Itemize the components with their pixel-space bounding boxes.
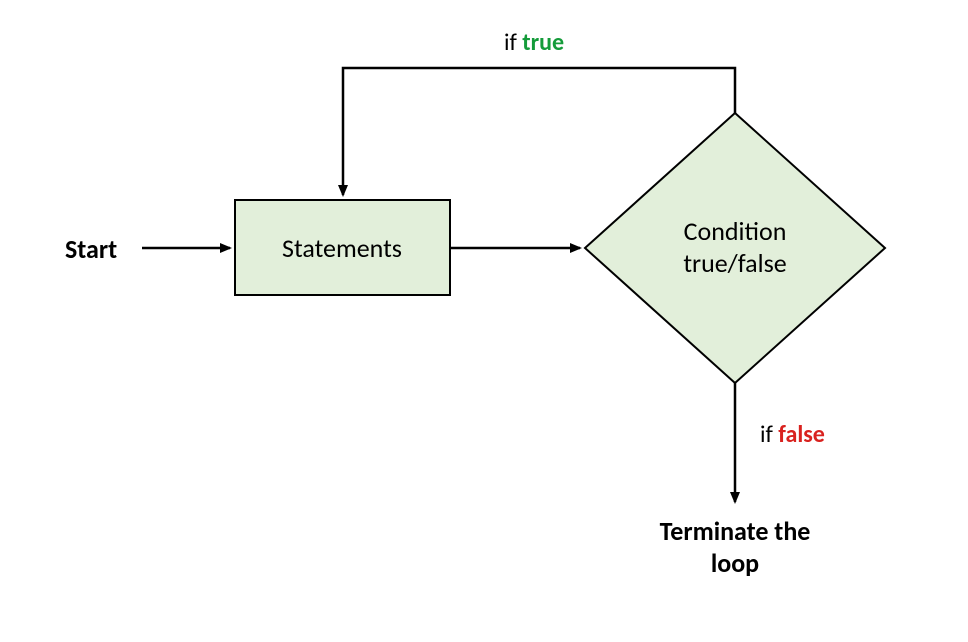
- condition-line1: Condition: [684, 215, 787, 247]
- branch-true-keyword: true: [522, 28, 564, 57]
- branch-false-label: if false: [760, 420, 825, 449]
- flowchart-canvas: Start Statements Condition true/false if…: [0, 0, 968, 642]
- terminate-line2: loop: [711, 547, 759, 579]
- statements-label: Statements: [282, 232, 402, 264]
- branch-false-prefix: if: [760, 420, 778, 449]
- terminate-line1: Terminate the: [660, 515, 811, 547]
- branch-true-prefix: if: [504, 28, 522, 57]
- branch-false-keyword: false: [778, 420, 825, 449]
- branch-true-label: if true: [504, 28, 564, 57]
- condition-line2: true/false: [683, 247, 786, 279]
- start-label: Start: [65, 233, 117, 265]
